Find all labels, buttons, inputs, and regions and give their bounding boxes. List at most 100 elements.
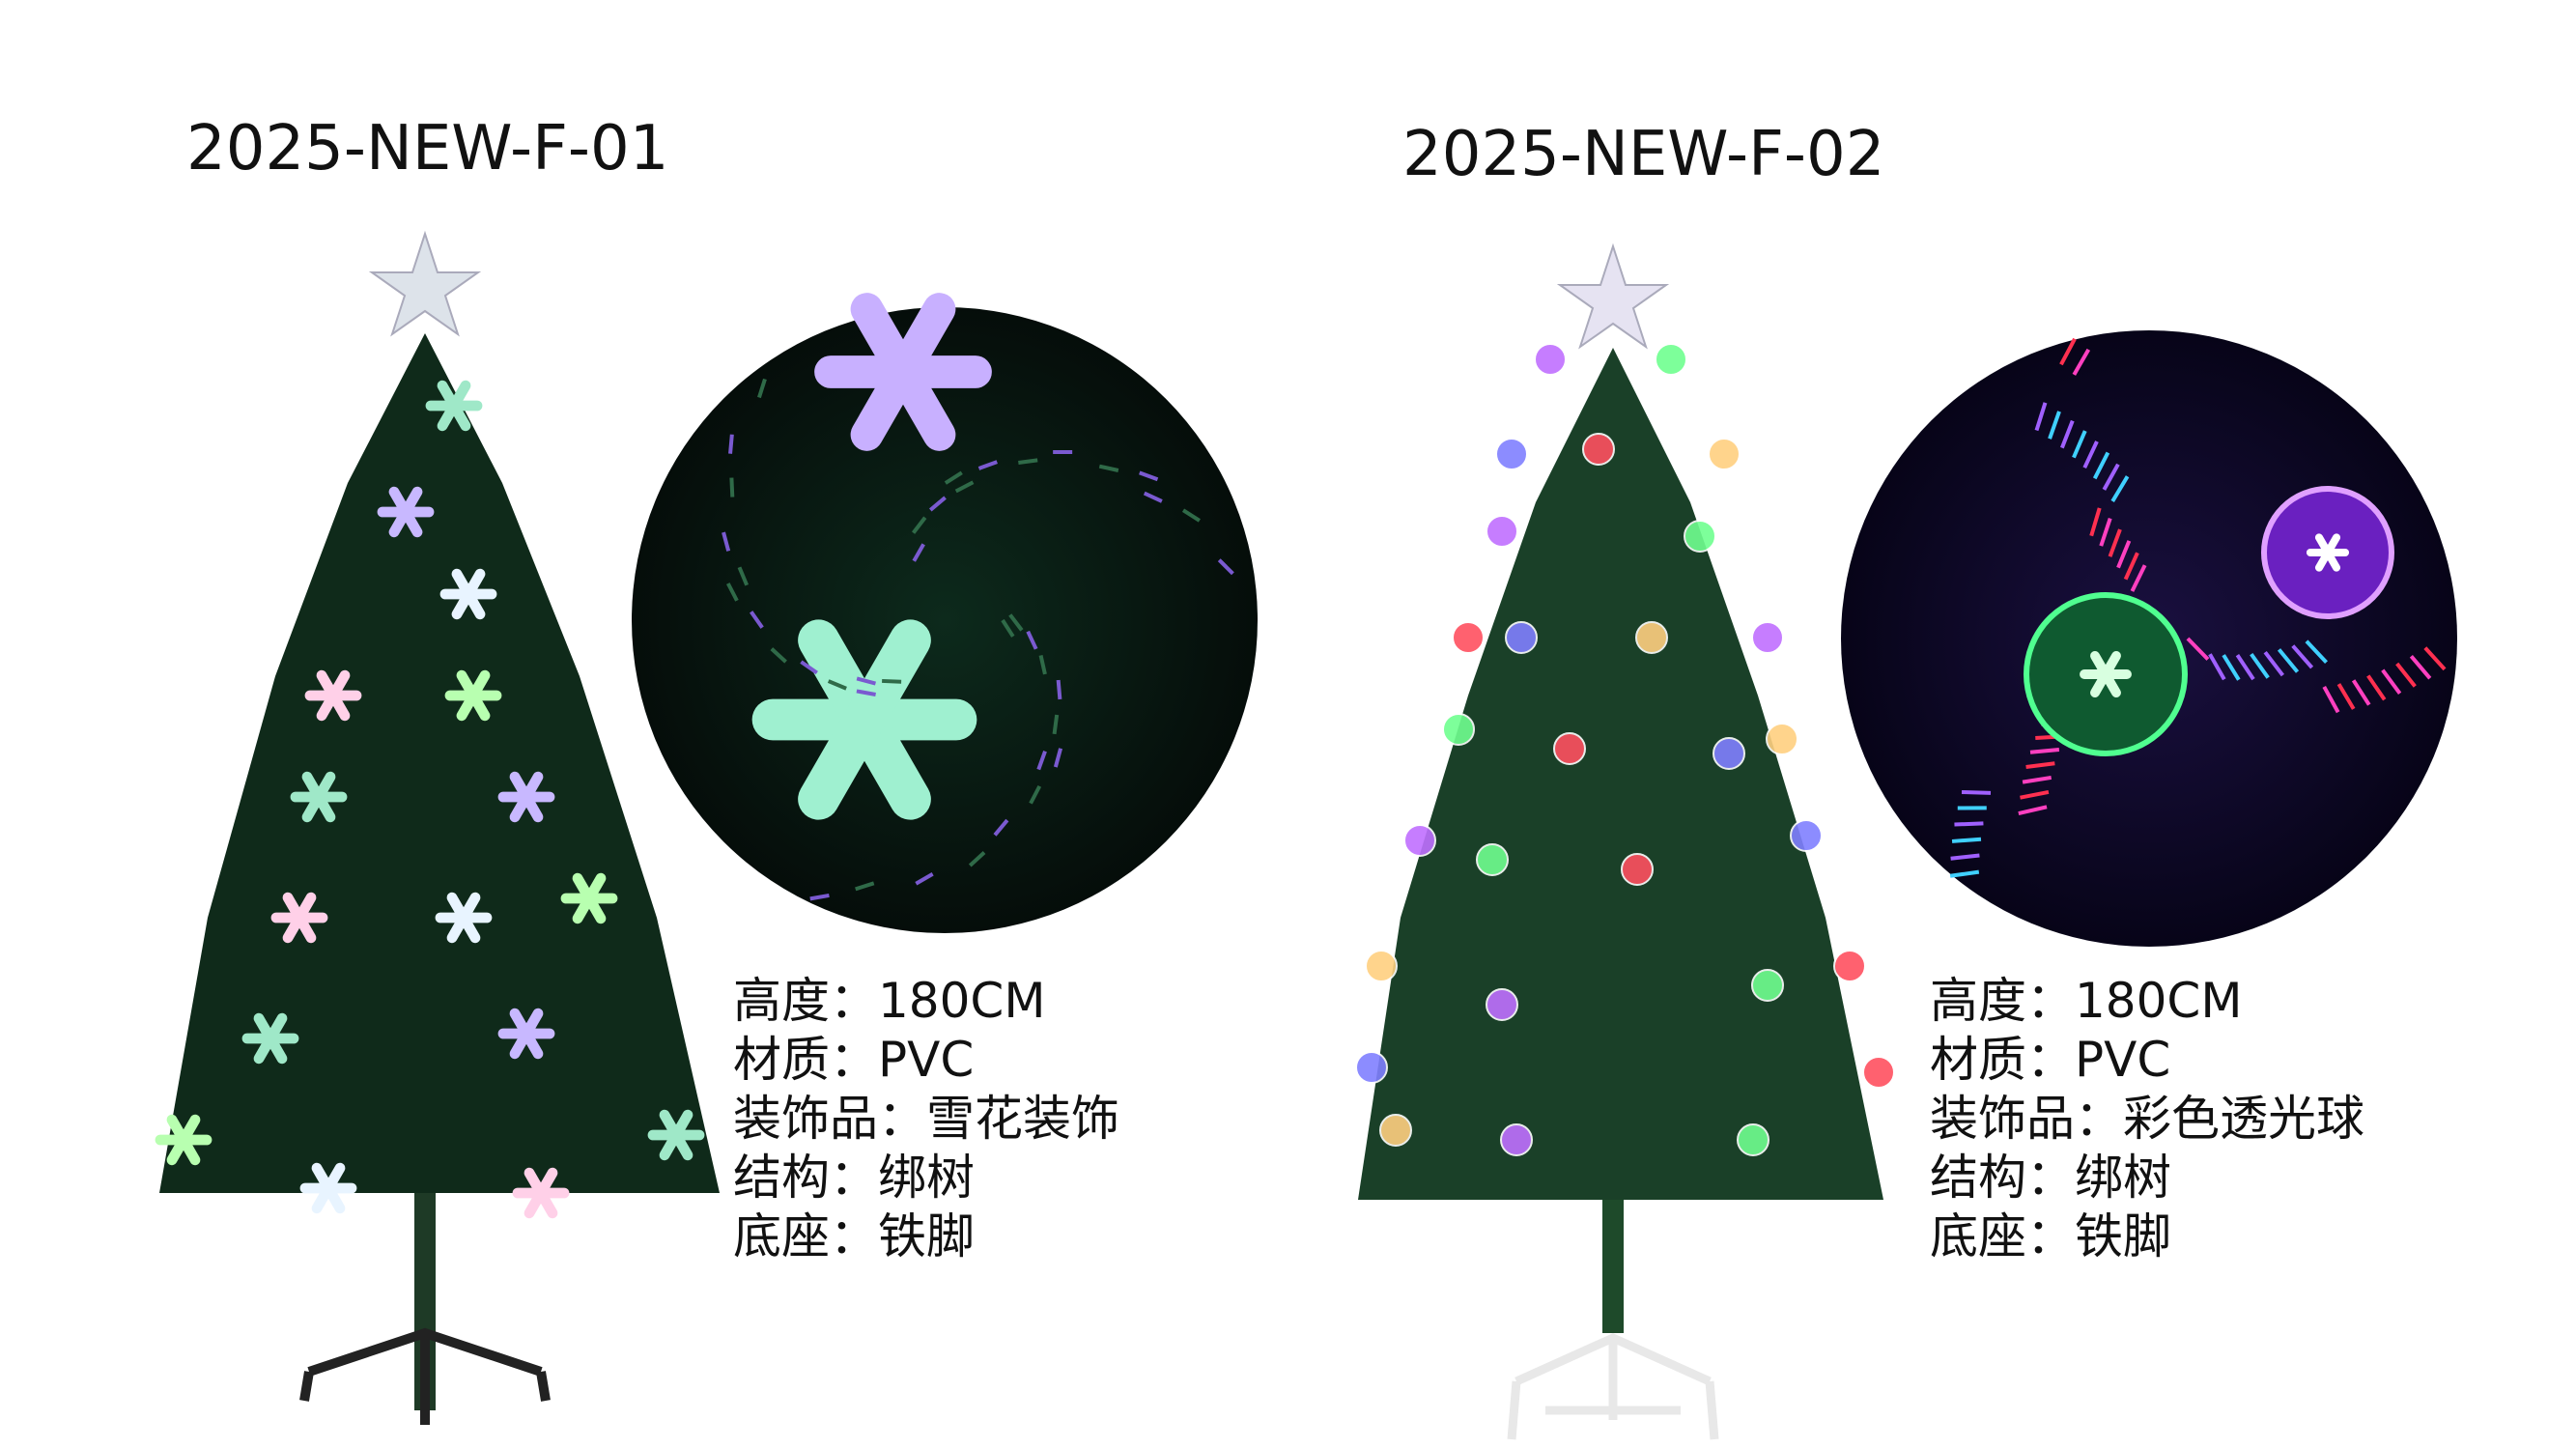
- ornament-ball: [1379, 1114, 1412, 1147]
- spec-line: 材质：PVC: [1930, 1032, 2171, 1088]
- fiber: [944, 470, 963, 485]
- product-title: 2025-NEW-F-02: [1402, 119, 1885, 190]
- ornament-ball: [1655, 343, 1687, 376]
- fiber: [2381, 668, 2402, 696]
- fiber: [2186, 637, 2210, 661]
- fiber: [1951, 837, 1982, 843]
- fiber: [2072, 348, 2091, 376]
- ornament-ball: [1365, 950, 1398, 982]
- spec-line: 材质：PVC: [733, 1032, 975, 1088]
- fiber: [2059, 337, 2077, 366]
- snowflake: [301, 771, 336, 823]
- fiber: [2395, 662, 2417, 688]
- fiber: [977, 460, 998, 470]
- snowflake: [2314, 533, 2341, 572]
- fiber: [1052, 714, 1060, 735]
- ornament-ball: [1452, 621, 1485, 654]
- ornament-ball: [1833, 950, 1866, 982]
- snowflake: [451, 568, 486, 620]
- fiber: [993, 818, 1009, 837]
- ornament-ball: [1582, 433, 1615, 466]
- ornament-ball: [1766, 723, 1798, 755]
- snowflake: [282, 892, 317, 944]
- spec-line: 装饰品：彩色透光球: [1930, 1091, 2364, 1147]
- ornament-ball: [1534, 343, 1567, 376]
- ornament-ball: [1500, 1123, 1533, 1156]
- fiber: [2110, 475, 2130, 502]
- fiber: [1029, 784, 1042, 805]
- fiber: [2263, 650, 2284, 677]
- fiber: [2082, 440, 2099, 469]
- snowflake: [388, 486, 423, 538]
- fiber: [1961, 790, 1992, 795]
- fiber: [1053, 748, 1063, 768]
- fiber: [2022, 775, 2052, 784]
- fiber: [2305, 639, 2328, 664]
- fiber: [728, 434, 734, 454]
- snowflake: [572, 872, 607, 924]
- fiber: [729, 477, 735, 497]
- fiber: [750, 611, 764, 629]
- fiber: [1098, 464, 1119, 472]
- fiber: [1139, 470, 1159, 482]
- ornament-ball: [1635, 621, 1668, 654]
- fiber: [2048, 411, 2061, 440]
- snowflake: [166, 1114, 201, 1166]
- fiber: [915, 871, 934, 886]
- fiber: [1217, 558, 1234, 576]
- fiber: [2102, 463, 2120, 491]
- fiber: [1008, 613, 1024, 632]
- fiber: [1038, 654, 1047, 675]
- fiber: [2222, 654, 2241, 681]
- snowflake: [509, 771, 544, 823]
- fiber: [2336, 683, 2356, 710]
- fiber: [757, 378, 767, 399]
- snowflake: [2090, 650, 2121, 698]
- ornament-ball: [1442, 713, 1475, 746]
- tree-image-2: [1355, 242, 1895, 1440]
- fiber: [2029, 748, 2060, 754]
- fiber: [1056, 679, 1062, 700]
- fiber: [1181, 508, 1201, 523]
- fiber: [1950, 853, 1980, 861]
- fiber: [856, 689, 876, 696]
- fiber: [882, 678, 902, 684]
- fiber: [2409, 654, 2432, 680]
- fiber: [2108, 528, 2122, 557]
- snowflake: [446, 892, 481, 944]
- ornament-ball: [1355, 1051, 1388, 1084]
- fiber: [928, 496, 947, 512]
- snowflake: [437, 380, 471, 432]
- fiber: [2116, 540, 2132, 569]
- fiber: [2130, 564, 2147, 592]
- fiber: [2291, 644, 2314, 669]
- fiber: [1026, 630, 1038, 650]
- ornament-ball: [1621, 853, 1654, 886]
- fiber: [2099, 518, 2112, 547]
- ornament-ball: [1713, 737, 1745, 770]
- fiber: [809, 893, 830, 901]
- ornament-ball: [1403, 824, 1436, 857]
- fiber: [770, 647, 787, 664]
- ornament-ball: [1751, 969, 1784, 1002]
- snowflake: [659, 1109, 694, 1161]
- ornament-ball: [1486, 988, 1518, 1021]
- fiber: [1954, 821, 1984, 827]
- fiber: [2208, 653, 2226, 681]
- tree-image-1: [155, 230, 720, 1425]
- product-title: 2025-NEW-F-01: [186, 113, 669, 185]
- ornament-ball: [1476, 843, 1509, 876]
- fiber: [1036, 751, 1047, 771]
- ornament-ball: [1862, 1056, 1895, 1089]
- fiber: [2025, 761, 2055, 769]
- snowflake: [316, 669, 351, 722]
- fiber: [1143, 491, 1163, 503]
- ornament-ball: [1684, 520, 1716, 553]
- spec-line: 结构：绑树: [1930, 1150, 2171, 1206]
- fiber: [1018, 458, 1038, 465]
- fiber: [2235, 653, 2255, 681]
- fiber: [2423, 646, 2447, 671]
- ornament-ball: [1751, 621, 1784, 654]
- ornament-ball: [1790, 819, 1823, 852]
